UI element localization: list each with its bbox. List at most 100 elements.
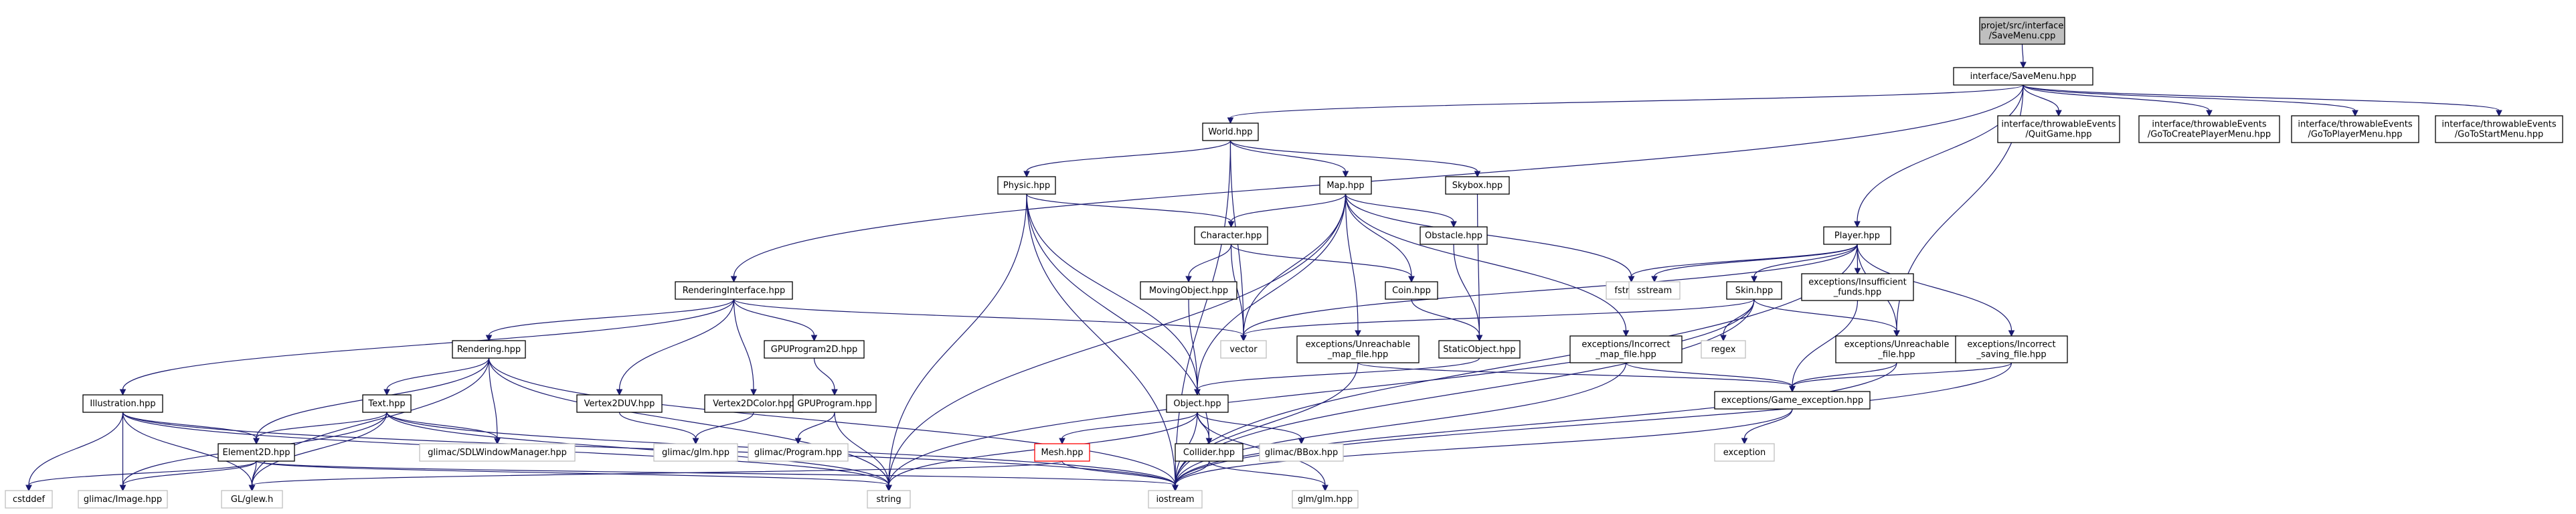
node-box [221,490,283,509]
node-gotoplayer[interactable]: interface/throwableEvents/GoToPlayerMenu… [2291,115,2419,143]
node-glimacbbox[interactable]: glimac/BBox.hpp [1259,443,1344,462]
node-obstacle[interactable]: Obstacle.hpp [1420,226,1488,245]
edge-collider-to-glmglm [1208,460,1328,492]
node-character[interactable]: Character.hpp [1194,226,1268,245]
node-iostream[interactable]: iostream [1148,490,1203,509]
node-cstddef[interactable]: cstddef [5,490,53,509]
node-insufficient[interactable]: exceptions/Insufficient_funds.hpp [1801,273,1914,301]
node-label: MovingObject.hpp [1149,286,1228,296]
node-exunreach_file[interactable]: exceptions/Unreachable_file.hpp [1835,335,1958,363]
node-label: /GoToPlayerMenu.hpp [2308,130,2402,140]
node-vector[interactable]: vector [1220,340,1267,359]
node-box [1445,176,1510,195]
node-glimacsdl[interactable]: glimac/SDLWindowManager.hpp [419,443,576,462]
node-glimacglm[interactable]: glimac/glm.hpp [653,443,738,462]
node-box [1034,443,1090,462]
edge-player-to-exincorrect_saving [1857,244,2015,337]
node-box [1194,226,1268,245]
node-label: /SaveMenu.cpp [1989,31,2056,41]
node-label: GPUProgram.hpp [797,399,871,409]
node-sstream[interactable]: sstream [1628,281,1681,300]
node-skin[interactable]: Skin.hpp [1726,281,1782,300]
node-glimacimage[interactable]: glimac/Image.hpp [78,490,168,509]
node-regex[interactable]: regex [1701,340,1746,359]
node-coin[interactable]: Coin.hpp [1385,281,1438,300]
edge-player-to-sstream [1651,244,1858,283]
node-box [1835,335,1958,363]
edge-physic-to-character [1026,193,1235,228]
edge-player-to-skin [1751,244,1858,283]
node-gpuprogram2d[interactable]: GPUProgram2D.hpp [764,340,865,359]
node-renderinginterface[interactable]: RenderingInterface.hpp [675,281,793,300]
node-label: World.hpp [1208,127,1252,137]
node-staticobject[interactable]: StaticObject.hpp [1438,340,1521,359]
node-box [1726,281,1782,300]
node-label: glimac/Program.hpp [754,448,842,458]
node-text[interactable]: Text.hpp [362,394,412,413]
node-vertex2dcolor[interactable]: Vertex2DColor.hpp [704,394,803,413]
node-exception[interactable]: exception [1714,443,1775,462]
node-gpuprogram[interactable]: GPUProgram.hpp [792,394,877,413]
node-exincorrect_saving[interactable]: exceptions/Incorrect_saving_file.hpp [1955,335,2068,363]
node-movingobject[interactable]: MovingObject.hpp [1140,281,1237,300]
node-label: interface/throwableEvents [2441,120,2556,130]
edge-map-to-exunreach_map [1345,193,1361,337]
node-box [2291,115,2419,143]
node-label: Vertex2DUV.hpp [584,399,655,409]
node-box [1714,391,1871,410]
edge-exincorrect_map-to-gameexception [1625,362,1796,393]
edge-map-to-fstream [1345,193,1635,283]
node-gotocreate[interactable]: interface/throwableEvents/GoToCreatePlay… [2138,115,2280,143]
node-label: interface/throwableEvents [2001,120,2116,130]
node-physic[interactable]: Physic.hpp [997,176,1056,195]
node-element2d[interactable]: Element2D.hpp [218,443,295,462]
node-savemenu[interactable]: interface/SaveMenu.hpp [1953,67,2093,86]
node-illustration[interactable]: Illustration.hpp [82,394,163,413]
node-glimacprogram[interactable]: glimac/Program.hpp [748,443,849,462]
node-label: /GoToStartMenu.hpp [2455,130,2543,140]
node-box [748,443,849,462]
node-string[interactable]: string [867,490,911,509]
node-skybox[interactable]: Skybox.hpp [1445,176,1510,195]
node-label: Illustration.hpp [90,399,155,409]
node-label: exceptions/Unreachable [1844,340,1950,350]
edge-character-to-movingobject [1185,244,1232,283]
node-box [1292,490,1359,509]
edge-map-to-vector [1240,193,1347,342]
edge-vertex2dcolor-to-glimacglm [692,412,754,445]
node-vertex2duv[interactable]: Vertex2DUV.hpp [576,394,663,413]
edge-exincorrect_saving-to-iostream [1172,362,2012,492]
node-mesh[interactable]: Mesh.hpp [1034,443,1090,462]
node-label: Character.hpp [1201,231,1262,241]
node-player[interactable]: Player.hpp [1823,226,1891,245]
node-label: regex [1711,345,1736,355]
node-glmglm[interactable]: glm/glm.hpp [1292,490,1359,509]
node-gotostart[interactable]: interface/throwableEvents/GoToStartMenu.… [2435,115,2563,143]
edge-layer [25,44,2502,492]
node-glewh[interactable]: GL/glew.h [221,490,283,509]
edge-skin-to-string [885,298,1755,492]
node-rendering[interactable]: Rendering.hpp [452,340,526,359]
node-label: Element2D.hpp [223,448,290,458]
node-box [1148,490,1203,509]
node-quitgame[interactable]: interface/throwableEvents/QuitGame.hpp [1997,115,2120,143]
node-label: GPUProgram2D.hpp [771,345,857,355]
node-box [1319,176,1372,195]
edge-renderinginterface-to-vertex2duv [616,298,735,396]
edge-exunreach_file-to-iostream [1172,362,1897,492]
node-object[interactable]: Object.hpp [1166,394,1229,413]
node-exincorrect_map[interactable]: exceptions/Incorrect_map_file.hpp [1569,335,1683,363]
edge-skin-to-iostream [1172,298,1755,492]
node-label: _saving_file.hpp [1976,350,2046,360]
node-exunreach_map[interactable]: exceptions/Unreachable_map_file.hpp [1296,335,1420,363]
node-box [792,394,877,413]
node-label: /QuitGame.hpp [2025,130,2091,140]
edge-renderinginterface-to-illustration [119,298,735,396]
node-map[interactable]: Map.hpp [1319,176,1372,195]
node-root[interactable]: projet/src/interface/SaveMenu.cpp [1979,17,2065,45]
node-world[interactable]: World.hpp [1202,122,1259,141]
node-gameexception[interactable]: exceptions/Game_exception.hpp [1714,391,1871,410]
node-collider[interactable]: Collider.hpp [1175,443,1243,462]
node-label: Obstacle.hpp [1425,231,1482,241]
edge-collider-to-iostream [1172,460,1210,492]
